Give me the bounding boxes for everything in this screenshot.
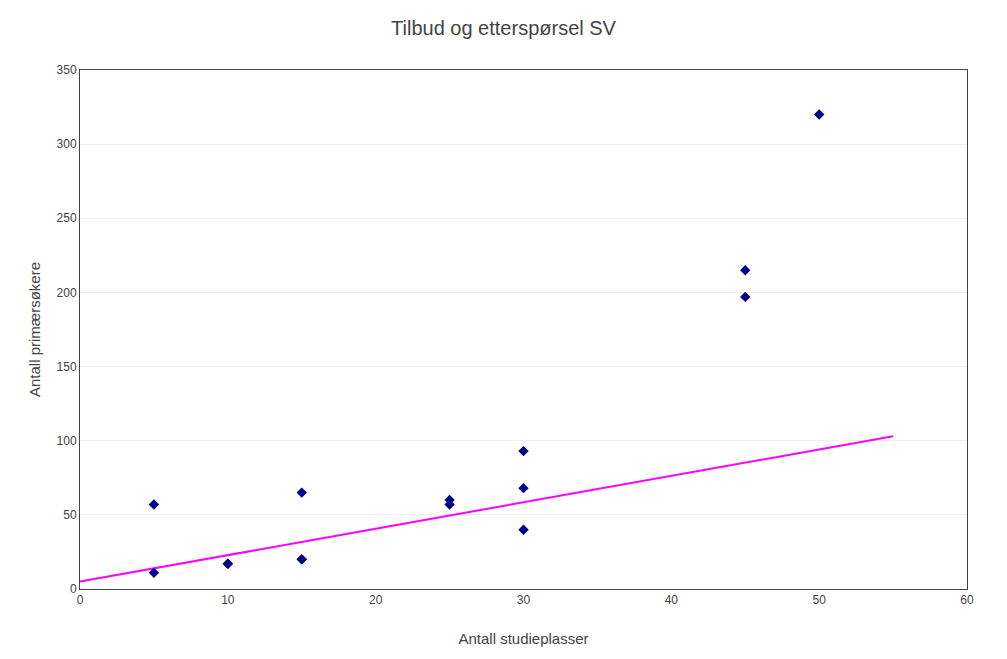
svg-text:300: 300 (57, 137, 77, 151)
svg-text:50: 50 (812, 593, 826, 607)
svg-text:250: 250 (57, 211, 77, 225)
svg-text:10: 10 (221, 593, 235, 607)
svg-text:0: 0 (70, 582, 77, 596)
svg-text:200: 200 (57, 286, 77, 300)
svg-text:60: 60 (960, 593, 974, 607)
svg-text:350: 350 (57, 63, 77, 77)
svg-text:40: 40 (665, 593, 679, 607)
svg-text:150: 150 (57, 360, 77, 374)
svg-text:Antall studieplasser: Antall studieplasser (458, 630, 588, 647)
svg-text:50: 50 (63, 508, 77, 522)
svg-text:100: 100 (57, 434, 77, 448)
svg-text:0: 0 (77, 593, 84, 607)
svg-text:20: 20 (369, 593, 383, 607)
svg-text:Tilbud og etterspørsel SV: Tilbud og etterspørsel SV (391, 17, 617, 39)
svg-text:Antall primærsøkere: Antall primærsøkere (26, 262, 43, 397)
svg-text:30: 30 (517, 593, 531, 607)
